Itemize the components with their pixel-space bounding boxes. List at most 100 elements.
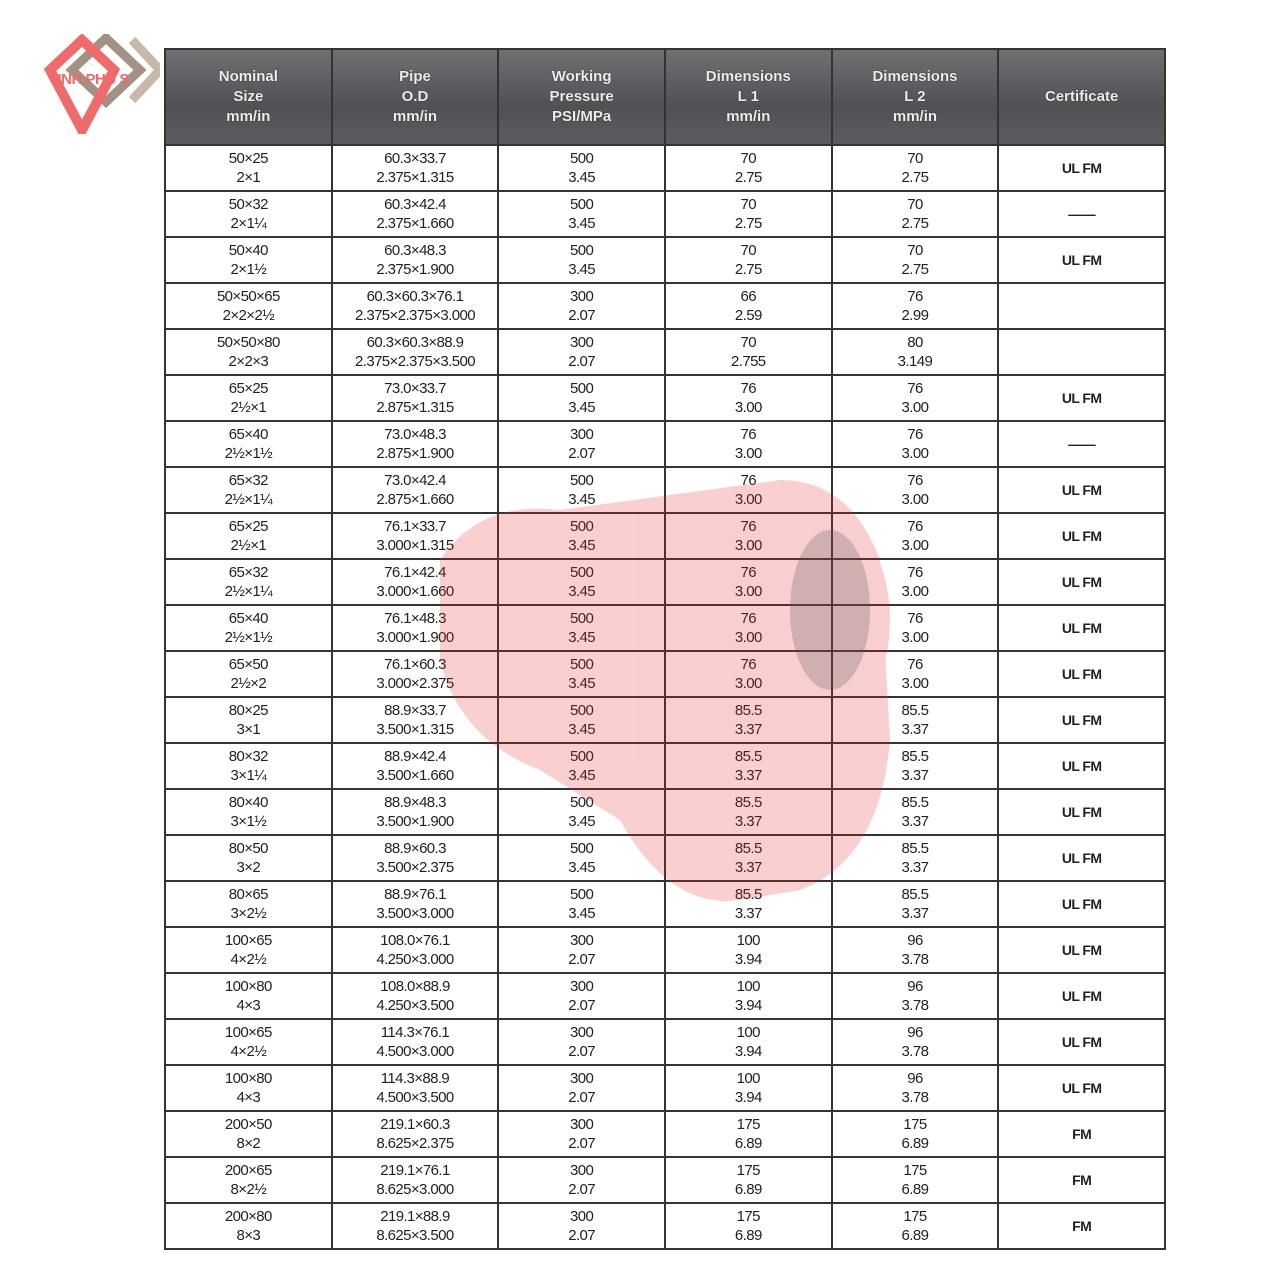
cell-certificate: UL FM — [997, 374, 1166, 422]
cell-nominal-size: 80×65 3×2½ — [164, 880, 333, 928]
cell-pipe-od: 60.3×60.3×76.1 2.375×2.375×3.000 — [330, 282, 500, 330]
cell-dimension-l2: 85.5 3.37 — [830, 696, 1000, 744]
cell-dimension-l2: 76 3.00 — [830, 604, 1000, 652]
cell-working-pressure: 500 3.45 — [497, 558, 666, 606]
cell-dimension-l2: 175 6.89 — [830, 1156, 1000, 1204]
cell-working-pressure: 300 2.07 — [497, 926, 666, 974]
cell-dimension-l2: 76 3.00 — [830, 512, 1000, 560]
cell-dimension-l1: 76 3.00 — [663, 650, 833, 698]
table-row: 100×80 4×3 114.3×88.9 4.500×3.500 300 2.07… — [164, 1064, 1166, 1112]
cell-dimension-l2: 85.5 3.37 — [830, 834, 1000, 882]
spec-table: Nominal Size mm/in Pipe O.D mm/in Working … — [164, 48, 1166, 1250]
cell-dimension-l2: 85.5 3.37 — [830, 880, 1000, 928]
column-header-certificate: Certificate — [997, 48, 1166, 146]
cell-dimension-l1: 70 2.755 — [663, 328, 833, 376]
cell-nominal-size: 100×65 4×2½ — [164, 1018, 333, 1066]
cell-pipe-od: 76.1×33.7 3.000×1.315 — [330, 512, 500, 560]
cell-nominal-size: 65×40 2½×1½ — [164, 604, 333, 652]
table-body: 50×25 2×1 60.3×33.7 2.375×1.315 500 3.45 70… — [164, 144, 1166, 1250]
cell-pipe-od: 88.9×48.3 3.500×1.900 — [330, 788, 500, 836]
cell-pipe-od: 76.1×60.3 3.000×2.375 — [330, 650, 500, 698]
cell-working-pressure: 500 3.45 — [497, 696, 666, 744]
cell-working-pressure: 500 3.45 — [497, 604, 666, 652]
cell-certificate: UL FM — [997, 1018, 1166, 1066]
cell-dimension-l1: 175 6.89 — [663, 1156, 833, 1204]
cell-dimension-l1: 70 2.75 — [663, 190, 833, 238]
cell-certificate: —— — [997, 190, 1166, 238]
cell-dimension-l2: 175 6.89 — [830, 1202, 1000, 1250]
cell-pipe-od: 73.0×42.4 2.875×1.660 — [330, 466, 500, 514]
cell-working-pressure: 300 2.07 — [497, 972, 666, 1020]
table-row: 50×40 2×1½ 60.3×48.3 2.375×1.900 500 3.45 7… — [164, 236, 1166, 284]
cell-dimension-l2: 76 3.00 — [830, 650, 1000, 698]
cell-working-pressure: 500 3.45 — [497, 880, 666, 928]
cell-dimension-l2: 85.5 3.37 — [830, 788, 1000, 836]
cell-dimension-l1: 85.5 3.37 — [663, 696, 833, 744]
table-row: 65×40 2½×1½ 76.1×48.3 3.000×1.900 500 3.45… — [164, 604, 1166, 652]
cell-dimension-l2: 76 3.00 — [830, 558, 1000, 606]
cell-nominal-size: 200×65 8×2½ — [164, 1156, 333, 1204]
table-row: 50×50×80 2×2×3 60.3×60.3×88.9 2.375×2.375… — [164, 328, 1166, 376]
cell-dimension-l2: 76 3.00 — [830, 466, 1000, 514]
column-header-pipe-od: Pipe O.D mm/in — [330, 48, 500, 146]
cell-pipe-od: 108.0×76.1 4.250×3.000 — [330, 926, 500, 974]
cell-certificate: UL FM — [997, 972, 1166, 1020]
table-row: 80×40 3×1½ 88.9×48.3 3.500×1.900 500 3.45 8… — [164, 788, 1166, 836]
cell-working-pressure: 500 3.45 — [497, 512, 666, 560]
cell-working-pressure: 300 2.07 — [497, 1110, 666, 1158]
cell-working-pressure: 500 3.45 — [497, 236, 666, 284]
cell-dimension-l1: 100 3.94 — [663, 1064, 833, 1112]
cell-pipe-od: 73.0×48.3 2.875×1.900 — [330, 420, 500, 468]
table-row: 50×25 2×1 60.3×33.7 2.375×1.315 500 3.45 70… — [164, 144, 1166, 192]
cell-nominal-size: 200×80 8×3 — [164, 1202, 333, 1250]
table-row: 65×32 2½×1¼ 73.0×42.4 2.875×1.660 500 3.45… — [164, 466, 1166, 514]
cell-nominal-size: 100×80 4×3 — [164, 972, 333, 1020]
cell-working-pressure: 500 3.45 — [497, 650, 666, 698]
cell-dimension-l2: 96 3.78 — [830, 1064, 1000, 1112]
vinh-phu-logo: VINH PHU S — [43, 31, 167, 141]
cell-nominal-size: 100×65 4×2½ — [164, 926, 333, 974]
cell-pipe-od: 219.1×88.9 8.625×3.500 — [330, 1202, 500, 1250]
cell-certificate: UL FM — [997, 1064, 1166, 1112]
cell-dimension-l1: 76 3.00 — [663, 604, 833, 652]
cell-certificate: UL FM — [997, 466, 1166, 514]
cell-dimension-l1: 76 3.00 — [663, 374, 833, 422]
cell-dimension-l1: 175 6.89 — [663, 1202, 833, 1250]
cell-dimension-l1: 85.5 3.37 — [663, 788, 833, 836]
cell-dimension-l1: 76 3.00 — [663, 466, 833, 514]
cell-dimension-l1: 175 6.89 — [663, 1110, 833, 1158]
cell-certificate: UL FM — [997, 788, 1166, 836]
cell-dimension-l2: 80 3.149 — [830, 328, 1000, 376]
cell-dimension-l2: 96 3.78 — [830, 972, 1000, 1020]
table-header: Nominal Size mm/in Pipe O.D mm/in Working … — [164, 48, 1166, 146]
column-header-dimension-l1: Dimensions L 1 mm/in — [663, 48, 833, 146]
cell-dimension-l1: 100 3.94 — [663, 1018, 833, 1066]
cell-pipe-od: 219.1×60.3 8.625×2.375 — [330, 1110, 500, 1158]
cell-nominal-size: 80×50 3×2 — [164, 834, 333, 882]
cell-pipe-od: 60.3×42.4 2.375×1.660 — [330, 190, 500, 238]
table-row: 100×65 4×2½ 114.3×76.1 4.500×3.000 300 2.0… — [164, 1018, 1166, 1066]
cell-dimension-l2: 70 2.75 — [830, 144, 1000, 192]
cell-dimension-l1: 100 3.94 — [663, 926, 833, 974]
cell-nominal-size: 80×32 3×1¼ — [164, 742, 333, 790]
cell-pipe-od: 88.9×60.3 3.500×2.375 — [330, 834, 500, 882]
table-row: 65×25 2½×1 76.1×33.7 3.000×1.315 500 3.45 7… — [164, 512, 1166, 560]
cell-certificate: UL FM — [997, 650, 1166, 698]
cell-working-pressure: 500 3.45 — [497, 466, 666, 514]
cell-nominal-size: 65×25 2½×1 — [164, 512, 333, 560]
table-row: 50×32 2×1¼ 60.3×42.4 2.375×1.660 500 3.45 7… — [164, 190, 1166, 238]
cell-working-pressure: 300 2.07 — [497, 1018, 666, 1066]
cell-nominal-size: 65×32 2½×1¼ — [164, 558, 333, 606]
cell-certificate — [997, 282, 1166, 330]
table-row: 65×25 2½×1 73.0×33.7 2.875×1.315 500 3.45 7… — [164, 374, 1166, 422]
cell-dimension-l2: 96 3.78 — [830, 926, 1000, 974]
cell-dimension-l1: 70 2.75 — [663, 144, 833, 192]
cell-working-pressure: 500 3.45 — [497, 742, 666, 790]
cell-dimension-l1: 76 3.00 — [663, 512, 833, 560]
cell-dimension-l2: 96 3.78 — [830, 1018, 1000, 1066]
cell-dimension-l1: 66 2.59 — [663, 282, 833, 330]
cell-nominal-size: 50×50×80 2×2×3 — [164, 328, 333, 376]
cell-pipe-od: 60.3×33.7 2.375×1.315 — [330, 144, 500, 192]
cell-nominal-size: 200×50 8×2 — [164, 1110, 333, 1158]
cell-working-pressure: 300 2.07 — [497, 1156, 666, 1204]
